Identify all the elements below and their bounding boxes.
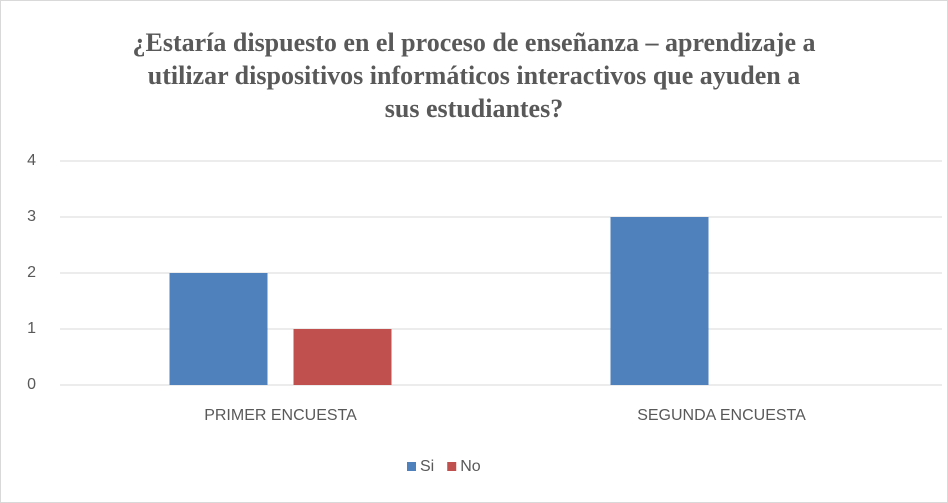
- legend-label: No: [460, 458, 481, 475]
- bar: [169, 273, 268, 385]
- y-tick-label: 0: [27, 376, 36, 393]
- x-tick-label: SEGUNDA ENCUESTA: [637, 407, 806, 424]
- y-tick-label: 2: [27, 264, 36, 281]
- y-tick-label: 1: [27, 320, 36, 337]
- x-tick-label: PRIMER ENCUESTA: [204, 407, 357, 424]
- bar: [610, 217, 709, 385]
- legend-swatch: [447, 462, 457, 471]
- legend-label: Si: [420, 458, 434, 475]
- chart-title: ¿Estaría dispuesto en el proceso de ense…: [132, 28, 816, 123]
- y-tick-label: 3: [27, 208, 36, 225]
- bar: [293, 329, 392, 385]
- y-tick-label: 4: [27, 152, 36, 169]
- legend-swatch: [407, 462, 416, 471]
